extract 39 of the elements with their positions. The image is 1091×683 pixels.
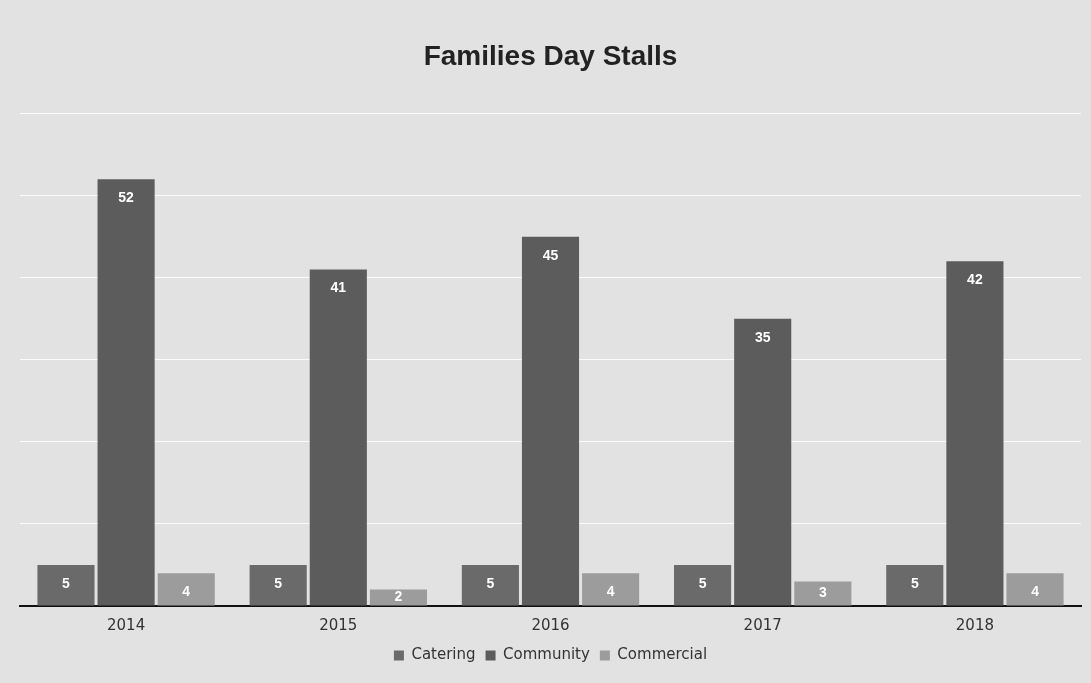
bar bbox=[309, 269, 367, 606]
bar bbox=[794, 581, 852, 606]
bar bbox=[37, 564, 95, 606]
legend-label: Community bbox=[503, 645, 590, 664]
bar bbox=[734, 318, 792, 606]
x-tick-label: 2018 bbox=[955, 615, 994, 634]
data-label: 3 bbox=[818, 584, 827, 601]
chart-title: Families Day Stalls bbox=[423, 39, 678, 71]
data-label: 5 bbox=[698, 574, 707, 591]
bar bbox=[1006, 573, 1064, 606]
bar bbox=[369, 589, 427, 606]
bar bbox=[521, 236, 580, 606]
x-tick-label: 2016 bbox=[531, 615, 570, 634]
bar bbox=[249, 564, 307, 606]
x-tick-label: 2014 bbox=[107, 615, 146, 634]
data-label: 5 bbox=[910, 574, 919, 591]
data-label: 4 bbox=[1031, 583, 1040, 600]
bar bbox=[461, 564, 519, 606]
data-label: 4 bbox=[182, 583, 191, 600]
data-label: 41 bbox=[330, 279, 347, 296]
bar bbox=[946, 261, 1004, 606]
legend-label: Catering bbox=[411, 645, 476, 664]
data-label: 5 bbox=[486, 574, 495, 591]
data-label: 5 bbox=[274, 574, 283, 591]
data-label: 5 bbox=[62, 574, 71, 591]
data-label: 52 bbox=[118, 189, 135, 206]
x-tick-label: 2017 bbox=[743, 615, 782, 634]
bar bbox=[886, 564, 944, 606]
data-label: 45 bbox=[542, 246, 559, 263]
x-tick-label: 2015 bbox=[319, 615, 358, 634]
bar bbox=[674, 564, 732, 606]
bar bbox=[97, 179, 155, 606]
bar bbox=[157, 573, 215, 606]
legend-label: Commercial bbox=[617, 645, 708, 664]
data-label: 2 bbox=[394, 588, 403, 605]
bar bbox=[582, 573, 640, 606]
data-label: 42 bbox=[967, 271, 983, 288]
data-label: 4 bbox=[606, 583, 615, 600]
data-label: 35 bbox=[754, 328, 771, 345]
